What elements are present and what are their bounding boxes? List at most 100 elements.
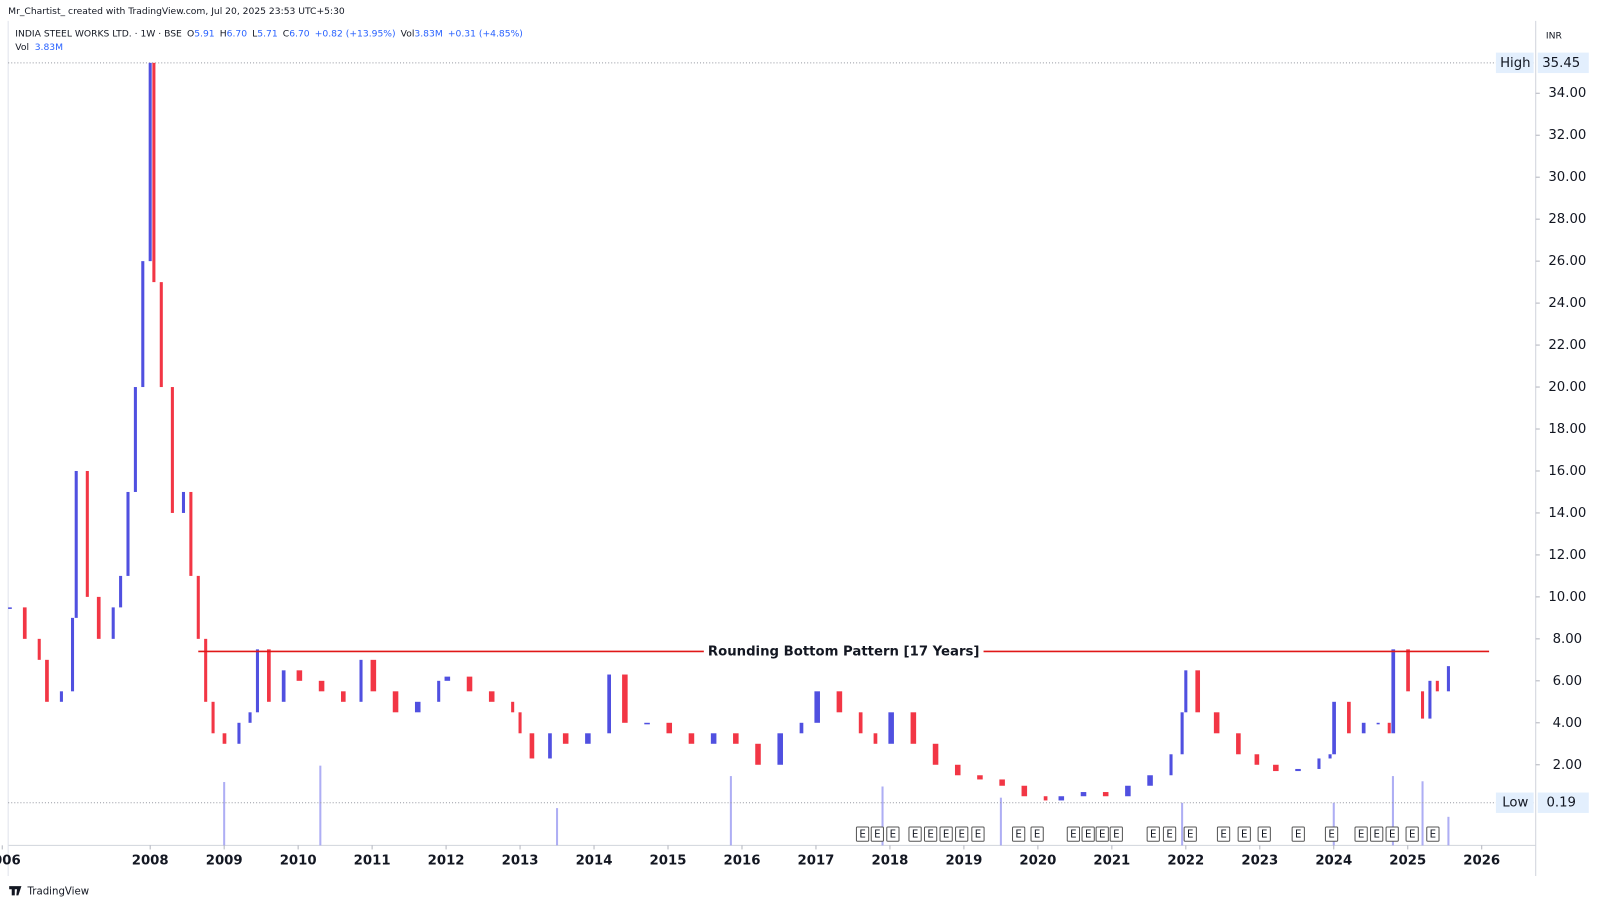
low-label-bg xyxy=(1495,792,1534,813)
vol-change: +0.31 (+4.85%) xyxy=(448,29,523,40)
vol-label: Vol xyxy=(401,29,415,40)
earnings-marker xyxy=(1109,826,1123,842)
y-tick-label: 18.00 xyxy=(1548,422,1586,437)
price-bar xyxy=(141,261,145,388)
price-bar xyxy=(932,743,939,765)
price-bar xyxy=(488,691,495,702)
high-value-bg xyxy=(1537,52,1589,74)
earnings-marker xyxy=(939,826,953,842)
price-bar xyxy=(211,701,215,734)
price-bar xyxy=(59,691,63,702)
earnings-label: E xyxy=(1373,830,1379,841)
price-bar xyxy=(836,691,843,713)
low-value-bg xyxy=(1537,792,1589,813)
earnings-label: E xyxy=(1295,830,1301,841)
x-tick-label: 2020 xyxy=(1019,854,1056,869)
earnings-label: E xyxy=(1328,830,1334,841)
earnings-label: E xyxy=(1241,830,1247,841)
price-bar xyxy=(518,712,522,734)
earnings-marker xyxy=(1354,826,1368,842)
ohlc-label: L xyxy=(252,29,258,40)
price-bar xyxy=(529,733,535,759)
volume-bar xyxy=(319,765,322,846)
price-bar xyxy=(1421,691,1425,719)
ohlc-label: H xyxy=(220,29,227,40)
price-bar xyxy=(296,670,303,681)
volume-bar xyxy=(729,776,732,846)
earnings-label: E xyxy=(1220,830,1226,841)
price-bar xyxy=(392,691,399,713)
ohlc-value: 5.91 xyxy=(194,29,214,40)
earnings-label: E xyxy=(1187,830,1193,841)
y-tick-label: 4.00 xyxy=(1553,716,1583,731)
x-tick-label: 2018 xyxy=(871,854,908,869)
ohlc-label: C xyxy=(283,29,289,40)
price-bar xyxy=(1273,764,1279,772)
y-tick-label: 34.00 xyxy=(1548,86,1586,101)
earnings-marker xyxy=(1216,826,1231,842)
earnings-label: E xyxy=(1034,830,1040,841)
price-bar xyxy=(222,733,227,744)
price-bar xyxy=(85,470,89,597)
earnings-label: E xyxy=(975,830,981,841)
earnings-label: E xyxy=(1430,830,1436,841)
ohlc-value: 6.70 xyxy=(227,29,248,40)
price-bar xyxy=(607,674,611,734)
price-bar xyxy=(1236,733,1241,755)
price-bar xyxy=(1446,666,1450,692)
price-bar xyxy=(370,659,377,692)
earnings-marker xyxy=(1385,826,1399,842)
currency: INR xyxy=(1546,31,1563,42)
price-bar xyxy=(119,575,123,608)
price-bar xyxy=(585,733,591,744)
x-tick-label: 2010 xyxy=(280,854,317,869)
price-bar xyxy=(733,733,739,744)
price-bar xyxy=(181,491,186,513)
x-tick-label: 2016 xyxy=(724,854,761,869)
vol-pane-label: Vol xyxy=(15,42,29,53)
price-bar xyxy=(1213,712,1220,734)
earnings-marker xyxy=(886,826,900,842)
earnings-label: E xyxy=(1099,830,1105,841)
footer-logo xyxy=(9,886,22,896)
earnings-marker xyxy=(1257,826,1271,842)
earnings-label: E xyxy=(958,830,964,841)
price-bar xyxy=(755,743,761,765)
volume-bar xyxy=(1332,802,1335,846)
x-tick-label: 2014 xyxy=(576,854,613,869)
y-tick-label: 10.00 xyxy=(1548,590,1586,605)
vol-value: 3.83M xyxy=(414,29,442,40)
price-bar xyxy=(437,680,441,702)
ohlc-value: 5.71 xyxy=(257,29,277,40)
price-bar xyxy=(644,722,650,725)
y-tick-label: 16.00 xyxy=(1548,464,1586,479)
price-bar xyxy=(159,282,163,388)
price-bar xyxy=(511,701,515,713)
price-bar xyxy=(1043,796,1048,801)
earnings-marker xyxy=(870,826,884,842)
ohlc-value: 6.70 xyxy=(289,29,310,40)
volume-bar xyxy=(881,786,884,846)
earnings-marker xyxy=(1291,826,1305,842)
earnings-marker xyxy=(1324,826,1339,842)
x-tick-label: 2006 xyxy=(0,854,21,869)
price-bar xyxy=(799,722,804,734)
price-bar xyxy=(1295,768,1301,772)
x-tick-label: 2015 xyxy=(650,854,687,869)
price-bar xyxy=(196,575,200,639)
earnings-marker xyxy=(1081,826,1095,842)
price-bar xyxy=(148,62,152,262)
price-bar xyxy=(1428,680,1432,719)
price-bar xyxy=(45,659,49,702)
y-tick-label: 8.00 xyxy=(1553,632,1583,647)
price-bar xyxy=(1406,649,1410,692)
price-bar xyxy=(710,733,717,744)
price-bar xyxy=(281,670,286,702)
price-bar xyxy=(74,470,78,618)
earnings-marker xyxy=(1183,826,1197,842)
earnings-marker xyxy=(955,826,969,842)
earnings-marker xyxy=(1405,826,1419,842)
author-line: Mr_Chartist_ created with TradingView.co… xyxy=(8,6,345,17)
price-bar xyxy=(622,674,628,723)
